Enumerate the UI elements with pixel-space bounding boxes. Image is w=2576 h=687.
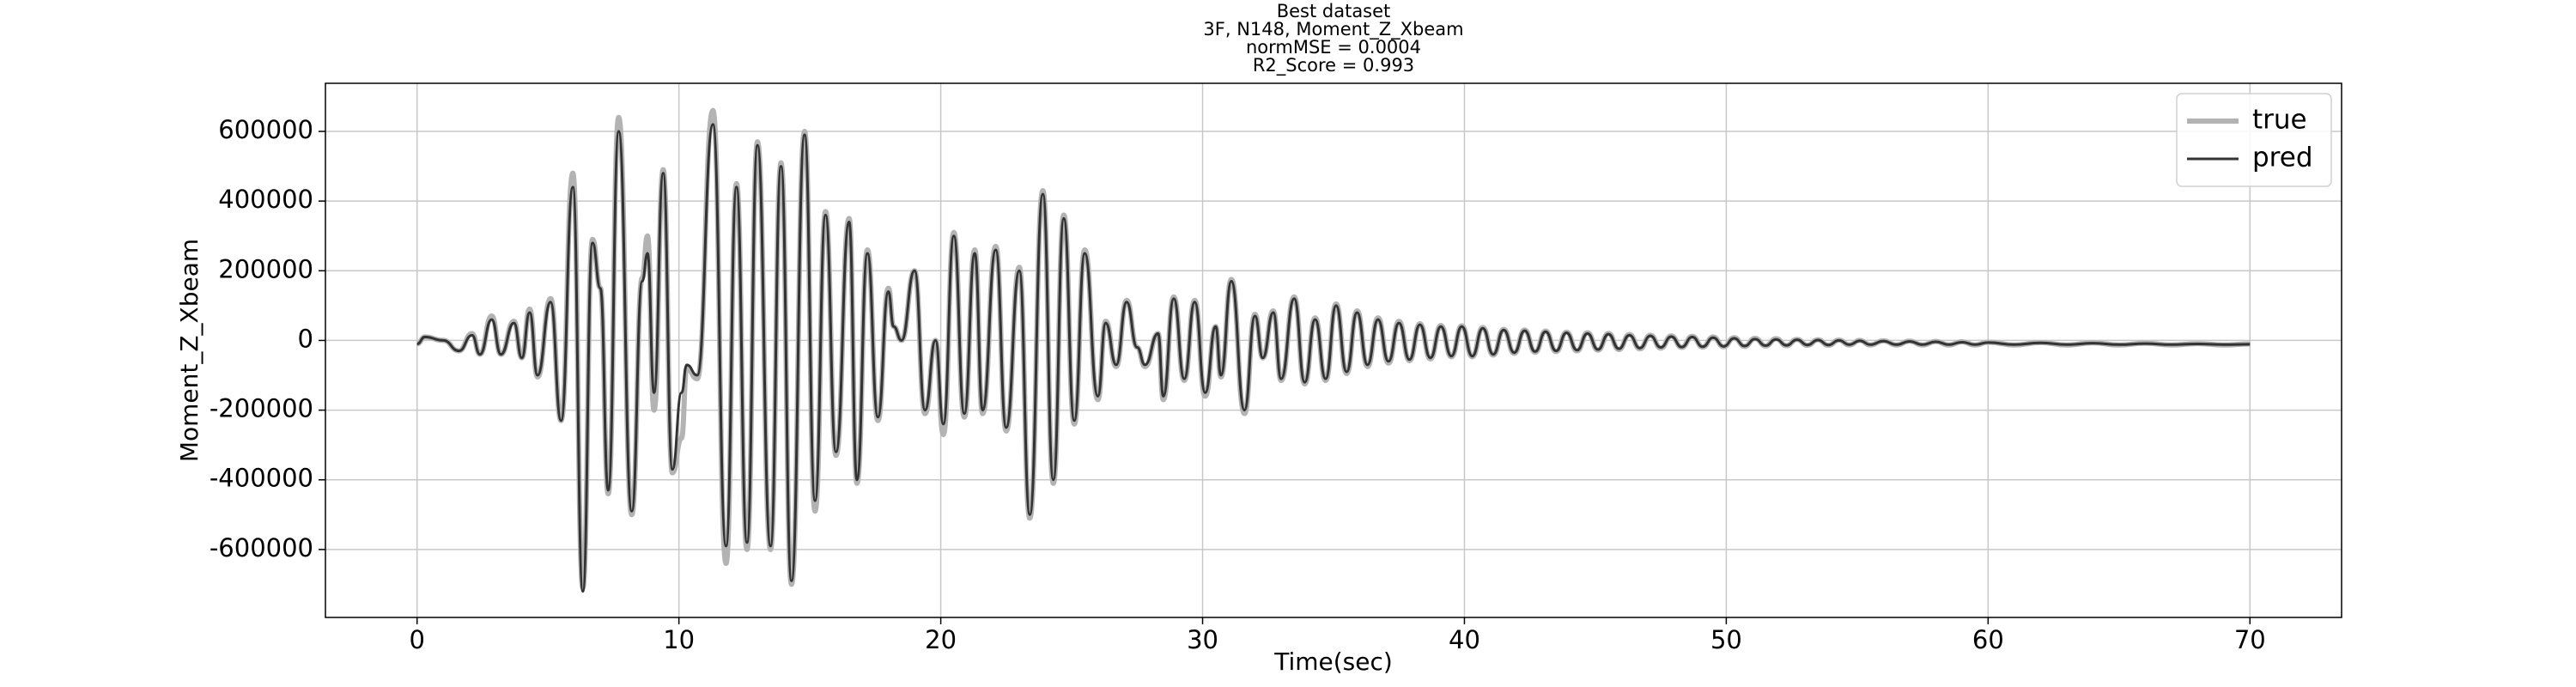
x-tick-label: 0 <box>410 625 425 654</box>
x-tick-label: 30 <box>1187 625 1218 654</box>
chart-title: R2_Score = 0.993 <box>1253 55 1414 76</box>
y-tick-label: 600000 <box>218 115 313 144</box>
x-tick-label: 20 <box>925 625 957 654</box>
x-tick-label: 70 <box>2234 625 2266 654</box>
x-axis-label: Time(sec) <box>1273 647 1393 676</box>
series-line <box>416 123 2251 593</box>
legend-label: pred <box>2252 143 2313 173</box>
y-tick-label: -600000 <box>210 533 313 562</box>
y-axis-label: Moment_Z_Xbeam <box>175 239 204 462</box>
x-tick-label: 10 <box>663 625 695 654</box>
y-tick-label: -400000 <box>210 464 313 493</box>
legend: true pred <box>2176 93 2332 187</box>
legend-label: true <box>2252 105 2307 136</box>
chart-title: normMSE = 0.0004 <box>1246 37 1421 58</box>
plot-frame <box>325 82 2342 618</box>
y-tick-label: -200000 <box>210 394 313 423</box>
y-tick-label: 0 <box>298 324 313 353</box>
chart-title: 3F, N148, Moment_Z_Xbeam <box>1203 19 1463 40</box>
x-tick-label: 60 <box>1972 625 2004 654</box>
y-tick-label: 400000 <box>218 185 313 214</box>
chart-title: Best dataset <box>1277 1 1391 21</box>
x-tick-label: 50 <box>1710 625 1742 654</box>
legend-box <box>2176 93 2332 187</box>
y-tick-label: 200000 <box>218 254 313 283</box>
x-tick-label: 40 <box>1449 625 1480 654</box>
